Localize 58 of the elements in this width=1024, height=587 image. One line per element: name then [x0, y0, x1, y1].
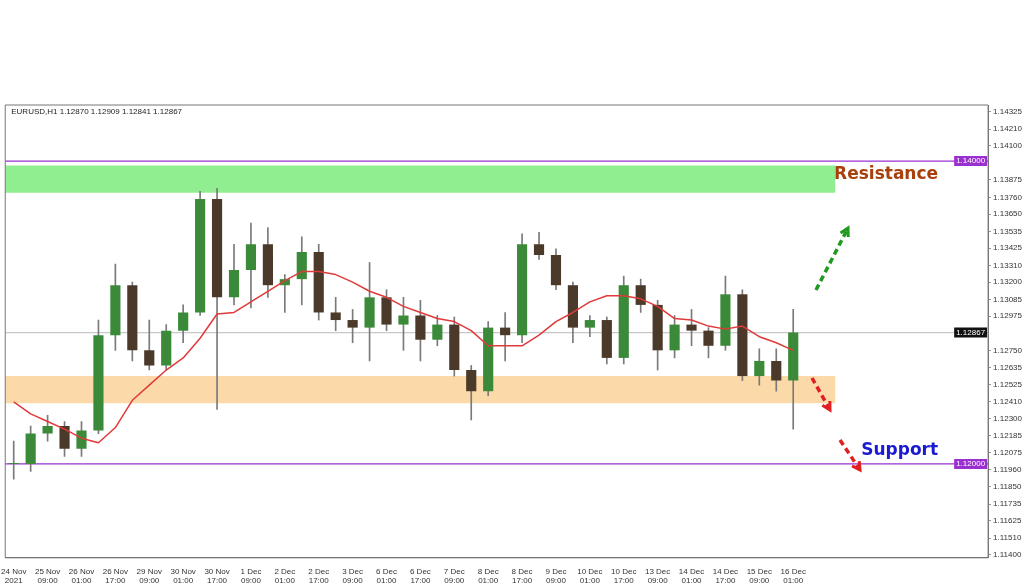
- ref-line-label: 1.14000: [956, 156, 986, 166]
- candlestick: [8, 440, 19, 480]
- candlestick: [330, 297, 341, 331]
- x-tick-label: 3 Dec 09:00: [342, 566, 364, 586]
- x-tick-label: 30 Nov 17:00: [204, 566, 230, 586]
- y-tick-label: 1.12410: [993, 397, 1023, 407]
- y-tick-label: 1.12185: [993, 431, 1023, 441]
- y-tick-label: 1.13760: [993, 192, 1023, 202]
- x-tick-label: 13 Dec 09:00: [644, 566, 671, 586]
- y-tick-label: 1.13650: [993, 209, 1023, 219]
- x-tick-label: 8 Dec 01:00: [477, 566, 499, 586]
- annotation: Support: [861, 439, 939, 460]
- y-tick-label: 1.13425: [993, 243, 1023, 253]
- y-tick-label: 1.14325: [993, 107, 1023, 117]
- x-tick-label: 25 Nov 09:00: [34, 566, 61, 586]
- chart-title: EURUSD,H1 1.12870 1.12909 1.12841 1.12867: [11, 107, 183, 117]
- y-tick-label: 1.11850: [993, 481, 1022, 491]
- y-tick-label: 1.12075: [993, 447, 1023, 457]
- x-tick-label: 16 Dec 01:00: [780, 566, 806, 586]
- y-tick-label: 1.13200: [993, 277, 1023, 287]
- ref-line-label: 1.12000: [956, 459, 986, 469]
- annotation: Resistance: [834, 163, 939, 184]
- y-tick-label: 1.12975: [993, 311, 1023, 321]
- x-tick-label: 30 Nov 01:00: [170, 566, 196, 586]
- x-tick-label: 10 Dec 17:00: [611, 566, 637, 586]
- y-tick-label: 1.14210: [993, 124, 1023, 134]
- y-tick-label: 1.11510: [993, 533, 1022, 543]
- y-tick-label: 1.11735: [993, 499, 1022, 509]
- x-tick-label: 26 Nov 17:00: [102, 566, 129, 586]
- x-tick-label: 26 Nov 01:00: [68, 566, 95, 586]
- x-tick-label: 14 Dec 01:00: [678, 566, 705, 586]
- y-tick-label: 1.12300: [993, 413, 1023, 423]
- y-tick-label: 1.11400: [993, 549, 1022, 559]
- y-tick-label: 1.12750: [993, 345, 1023, 355]
- x-tick-label: 24 Nov 2021: [1, 566, 27, 586]
- x-tick-label: 9 Dec 09:00: [545, 566, 567, 586]
- x-tick-label: 8 Dec 17:00: [511, 566, 533, 586]
- x-tick-label: 1 Dec 09:00: [240, 566, 262, 586]
- y-tick-label: 1.13310: [993, 260, 1023, 270]
- x-tick-label: 10 Dec 01:00: [577, 566, 603, 586]
- y-tick-label: 1.12525: [993, 379, 1023, 389]
- candlestick: [500, 312, 511, 362]
- x-tick-label: 2 Dec 17:00: [308, 566, 330, 586]
- y-tick-label: 1.12635: [993, 362, 1023, 372]
- x-tick-label: 6 Dec 01:00: [376, 566, 398, 586]
- x-tick-label: 14 Dec 17:00: [712, 566, 739, 586]
- x-tick-label: 2 Dec 01:00: [274, 566, 296, 586]
- y-tick-label: 1.13535: [993, 226, 1023, 236]
- x-tick-label: 29 Nov 09:00: [136, 566, 162, 586]
- y-tick-label: 1.13085: [993, 294, 1023, 304]
- x-tick-label: 7 Dec 09:00: [443, 566, 465, 586]
- x-tick-label: 15 Dec 09:00: [746, 566, 772, 586]
- x-tick-label: 6 Dec 17:00: [409, 566, 431, 586]
- y-tick-label: 1.14100: [993, 141, 1023, 151]
- y-tick-label: 1.13875: [993, 175, 1023, 185]
- y-tick-label: 1.11625: [993, 515, 1022, 525]
- ref-line-label: 1.12867: [956, 327, 986, 337]
- y-tick-label: 1.11960: [993, 465, 1022, 475]
